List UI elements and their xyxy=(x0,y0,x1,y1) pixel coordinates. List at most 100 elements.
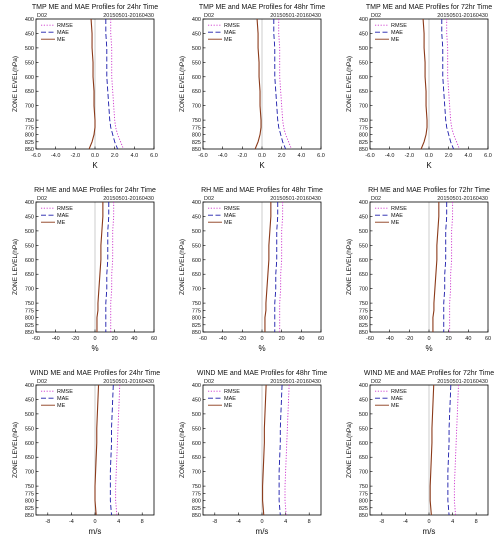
chart-svg: WIND ME and MAE Profiles for 24hr Time D0… xyxy=(12,370,160,536)
y-tick-label: 450 xyxy=(359,397,368,403)
x-axis-label: K xyxy=(92,161,98,170)
y-tick-label: 750 xyxy=(359,118,368,124)
y-tick-label: 550 xyxy=(192,60,201,66)
date-range: 20150501-20160430 xyxy=(103,196,154,202)
y-tick-label: 800 xyxy=(192,133,201,139)
chart-panel-3: TMP ME and MAE Profiles for 72hr Time D02… xyxy=(334,0,501,183)
legend-entry: RMSE xyxy=(224,206,240,212)
x-tick-label: 40 xyxy=(465,336,471,342)
y-tick-label: 800 xyxy=(25,316,34,322)
x-tick-label: 60 xyxy=(485,336,491,342)
series-line-me xyxy=(254,18,262,150)
series-line-rmse xyxy=(446,19,460,150)
y-tick-label: 500 xyxy=(359,46,368,52)
series-line-me xyxy=(94,384,100,516)
legend-entry: MAE xyxy=(57,213,69,219)
y-tick-label: 600 xyxy=(192,258,201,264)
series-line-me xyxy=(432,202,440,332)
y-tick-label: 750 xyxy=(192,301,201,307)
chart-svg: TMP ME and MAE Profiles for 24hr Time D02… xyxy=(12,4,158,170)
y-tick-label: 775 xyxy=(192,125,201,131)
y-tick-label: 775 xyxy=(25,125,34,131)
x-tick-label: 0.0 xyxy=(425,153,433,159)
y-tick-label: 500 xyxy=(25,412,34,418)
chart-title: WIND ME and MAE Profiles for 72hr Time xyxy=(364,370,494,377)
series-line-me xyxy=(262,384,267,516)
x-tick-label: 0.0 xyxy=(258,153,266,159)
x-tick-label: 4.0 xyxy=(298,153,306,159)
y-tick-label: 700 xyxy=(192,470,201,476)
y-axis-label: ZONE LEVEL(hPa) xyxy=(12,422,19,478)
y-tick-label: 650 xyxy=(25,272,34,278)
y-tick-label: 600 xyxy=(25,75,34,81)
legend-entry: MAE xyxy=(57,30,69,36)
y-tick-label: 400 xyxy=(192,17,201,23)
date-range: 20150501-20160430 xyxy=(437,13,488,19)
chart-svg: RH ME and MAE Profiles for 72hr Time D02 2… xyxy=(346,187,491,353)
chart-title: TMP ME and MAE Profiles for 24hr Time xyxy=(32,4,158,11)
legend-entry: MAE xyxy=(57,396,69,402)
date-range: 20150501-20160430 xyxy=(270,13,321,19)
x-tick-label: -20 xyxy=(238,336,246,342)
x-tick-label: 2.0 xyxy=(111,153,119,159)
x-axis-label: m/s xyxy=(423,527,436,536)
x-tick-label: -4.0 xyxy=(218,153,227,159)
y-tick-label: 775 xyxy=(25,308,34,314)
x-tick-label: 4 xyxy=(451,519,454,525)
y-tick-label: 450 xyxy=(192,214,201,220)
y-tick-label: 700 xyxy=(192,287,201,293)
series-line-me xyxy=(88,18,96,150)
y-tick-label: 850 xyxy=(25,147,34,153)
legend-entry: RMSE xyxy=(57,23,73,29)
y-tick-label: 825 xyxy=(192,323,201,329)
chart-panel-4: RH ME and MAE Profiles for 24hr Time D02 2… xyxy=(0,183,167,366)
x-tick-label: 2.0 xyxy=(445,153,453,159)
x-tick-label: 60 xyxy=(151,336,157,342)
x-axis-label: % xyxy=(425,344,432,353)
domain-tag: D02 xyxy=(204,196,214,202)
y-tick-label: 550 xyxy=(25,60,34,66)
y-tick-label: 700 xyxy=(25,104,34,110)
y-tick-label: 450 xyxy=(25,31,34,37)
domain-tag: D02 xyxy=(371,196,381,202)
y-tick-label: 750 xyxy=(25,118,34,124)
series-line-mae xyxy=(443,202,448,332)
series-line-mae xyxy=(105,202,110,332)
x-tick-label: -6.0 xyxy=(31,153,40,159)
date-range: 20150501-20160430 xyxy=(437,379,488,385)
x-tick-label: -6.0 xyxy=(365,153,374,159)
y-tick-label: 550 xyxy=(25,243,34,249)
chart-panel-1: TMP ME and MAE Profiles for 24hr Time D02… xyxy=(0,0,167,183)
x-tick-label: -2.0 xyxy=(71,153,80,159)
x-tick-label: -2.0 xyxy=(238,153,247,159)
y-tick-label: 400 xyxy=(359,383,368,389)
y-tick-label: 800 xyxy=(192,316,201,322)
legend-entry: ME xyxy=(391,37,400,43)
series-line-mae xyxy=(109,384,114,516)
y-tick-label: 850 xyxy=(25,513,34,519)
chart-title: WIND ME and MAE Profiles for 48hr Time xyxy=(197,370,327,377)
y-tick-label: 450 xyxy=(25,397,34,403)
x-tick-label: -40 xyxy=(219,336,227,342)
y-axis-label: ZONE LEVEL(hPa) xyxy=(346,239,353,295)
chart-panel-5: RH ME and MAE Profiles for 48hr Time D02 2… xyxy=(167,183,334,366)
y-tick-label: 700 xyxy=(359,470,368,476)
x-tick-label: -40 xyxy=(52,336,60,342)
series-line-me xyxy=(264,202,272,332)
y-tick-label: 650 xyxy=(359,455,368,461)
y-tick-label: 825 xyxy=(192,506,201,512)
y-tick-label: 800 xyxy=(359,133,368,139)
chart-panel-2: TMP ME and MAE Profiles for 48hr Time D02… xyxy=(167,0,334,183)
chart-panel-6: RH ME and MAE Profiles for 72hr Time D02 2… xyxy=(334,183,501,366)
legend-entry: RMSE xyxy=(57,206,73,212)
x-tick-label: -40 xyxy=(386,336,394,342)
chart-title: RH ME and MAE Profiles for 24hr Time xyxy=(34,187,156,194)
x-tick-label: 0 xyxy=(93,336,96,342)
y-tick-label: 775 xyxy=(192,491,201,497)
x-tick-label: 6.0 xyxy=(150,153,158,159)
legend-entry: ME xyxy=(224,403,233,409)
x-tick-label: 0 xyxy=(427,519,430,525)
y-tick-label: 500 xyxy=(25,46,34,52)
y-tick-label: 650 xyxy=(25,89,34,95)
y-tick-label: 550 xyxy=(192,243,201,249)
